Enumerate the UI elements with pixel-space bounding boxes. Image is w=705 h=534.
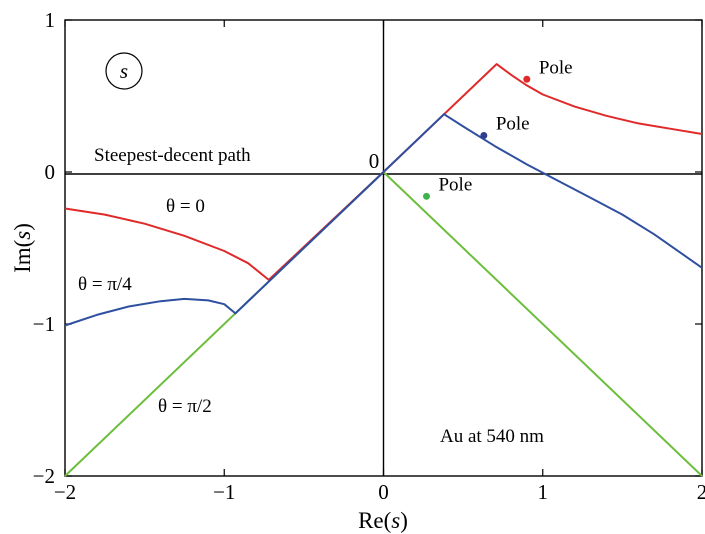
series-line-theta-0 — [64, 63, 703, 281]
y-tick-label: 0 — [45, 160, 56, 184]
pole-marker — [422, 192, 430, 200]
x-tick-label: −1 — [213, 480, 235, 504]
pole-label: Pole — [539, 57, 573, 78]
annotation-theta-0: θ = 0 — [166, 196, 205, 217]
x-tick-label: 1 — [538, 480, 549, 504]
annotation-theta-pi4: θ = π/4 — [78, 274, 132, 295]
annotation-theta-pi2: θ = π/2 — [158, 396, 212, 417]
y-tick-label: −2 — [33, 464, 55, 488]
curves — [64, 63, 703, 477]
series-line-theta-pi4 — [64, 113, 703, 327]
pole-label: Pole — [496, 114, 530, 135]
panel-label-circle — [105, 52, 143, 90]
x-axis-title-suffix: ) — [400, 508, 408, 533]
annotation-path-label: Steepest-decent path — [94, 145, 251, 166]
y-axis-title-suffix: ) — [10, 223, 35, 231]
y-axis-title: Im(s) — [10, 223, 35, 273]
pole-marker — [480, 132, 488, 140]
x-axis-title-var: s — [391, 508, 400, 533]
y-axis-title-var: s — [10, 231, 35, 240]
x-tick-label: 0 — [378, 480, 389, 504]
annotation-material-label: Au at 540 nm — [440, 426, 544, 447]
y-tick-label: −1 — [33, 312, 55, 336]
pole-label: Pole — [438, 174, 472, 195]
pole-marker — [523, 75, 531, 83]
poles: Pole Pole Pole — [422, 57, 573, 200]
x-axis-title-prefix: Re( — [358, 508, 391, 533]
x-tick-label: 2 — [697, 480, 705, 504]
x-tick-label: −2 — [54, 480, 76, 504]
tick-labels: −2 −1 0 1 2 −2 −1 0 1 — [33, 8, 705, 504]
panel-label: s — [120, 59, 128, 83]
axis-cross-label: 0 — [369, 149, 380, 173]
y-tick-label: 1 — [45, 8, 56, 32]
y-axis-title-prefix: Im( — [10, 240, 35, 273]
x-axis-title: Re(s) — [358, 508, 408, 533]
